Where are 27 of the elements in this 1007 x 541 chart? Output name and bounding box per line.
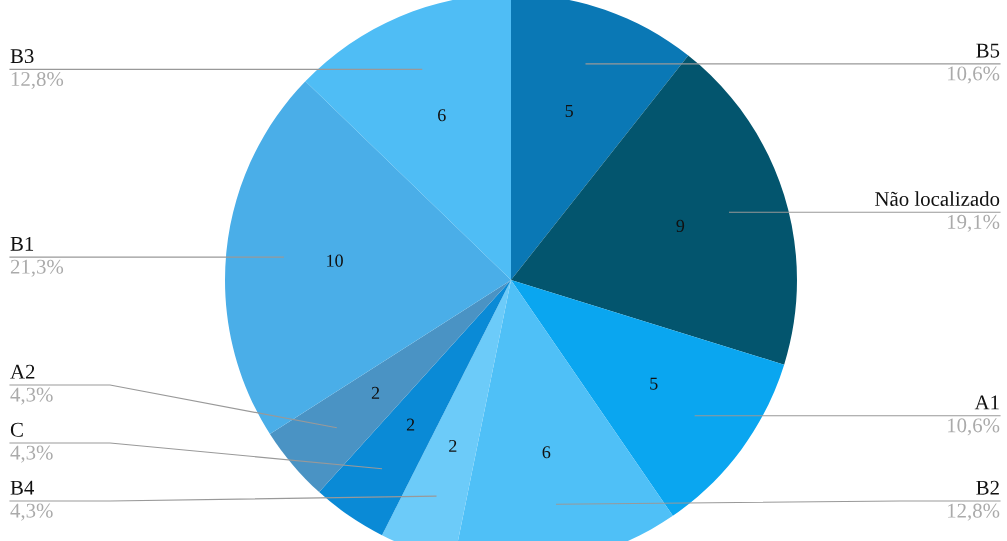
slice-label: B1: [10, 236, 34, 251]
data-label: 2: [406, 418, 415, 431]
slice-label: B2: [976, 480, 999, 495]
slice-label: A1: [974, 395, 999, 410]
slice-label: B4: [10, 480, 34, 495]
text: 10,6%: [948, 418, 1000, 436]
text: 4,3%: [10, 387, 53, 405]
text: 19,1%: [948, 214, 1000, 232]
slice-label: B3: [10, 49, 34, 64]
data-label: 5: [565, 105, 573, 118]
text: 21,3%: [10, 259, 64, 277]
text: 4,3%: [10, 503, 53, 521]
data-label: 2: [449, 439, 457, 452]
text: 12,8%: [948, 503, 1000, 521]
slice-label: A2: [10, 364, 35, 379]
data-label: 5: [650, 377, 658, 390]
text: 4,3%: [10, 445, 53, 463]
text: 10,6%: [948, 66, 1000, 84]
data-label: 6: [542, 446, 551, 459]
data-label: 2: [371, 386, 380, 399]
data-label: 9: [676, 219, 685, 232]
data-label: 10: [327, 254, 343, 267]
text: 12,8%: [11, 71, 64, 90]
slice-label: B5: [976, 43, 1000, 58]
data-label: 6: [438, 109, 446, 122]
slice-label: Não localizado: [875, 191, 1000, 206]
slice-label: C: [10, 422, 23, 437]
